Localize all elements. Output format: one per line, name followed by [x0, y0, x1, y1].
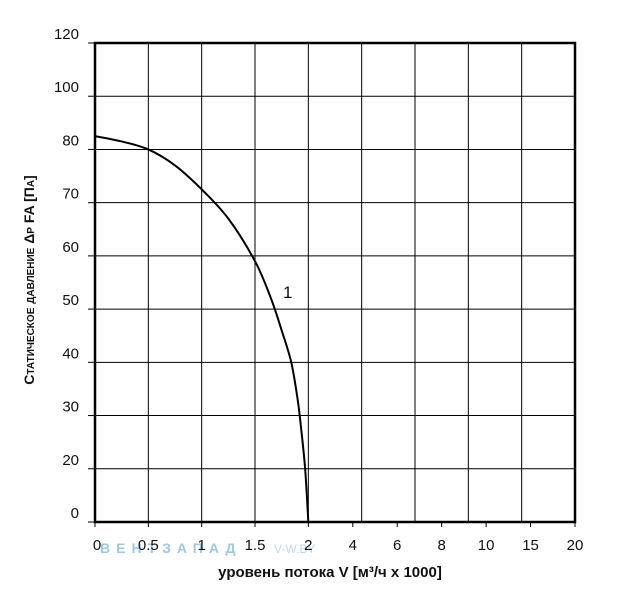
x-tick-label: 0	[93, 537, 101, 554]
x-tick-label: 2	[304, 537, 312, 554]
x-tick-label: 8	[437, 537, 445, 554]
y-tick-label: 100	[54, 79, 79, 96]
y-tick-label: 50	[62, 292, 79, 309]
y-tick-label: 70	[62, 186, 79, 203]
series-label: 1	[283, 283, 292, 302]
x-tick-label: 15	[522, 537, 539, 554]
y-tick-label: 30	[62, 399, 79, 416]
x-tick-label: 20	[567, 537, 584, 554]
x-axis-label: уровень потока V [м³/ч x 1000]	[218, 564, 442, 581]
x-tick-label: 1.5	[245, 537, 266, 554]
line-series	[94, 135, 310, 523]
x-tick-label: 4	[349, 537, 357, 554]
x-tick-label: 6	[393, 537, 401, 554]
x-tick-label: 10	[478, 537, 495, 554]
watermark: V-W.BY	[274, 542, 315, 556]
y-tick-label: 80	[62, 132, 79, 149]
y-tick-label: 40	[62, 345, 79, 362]
y-tick-label: 60	[62, 239, 79, 256]
y-tick-label: 120	[54, 26, 79, 43]
y-tick-label: 20	[62, 452, 79, 469]
watermark: ВЕНТЗАПАД	[100, 540, 241, 556]
x-tick-label: 1	[197, 537, 205, 554]
plot-frame	[93, 41, 577, 524]
y-tick-label: 0	[71, 505, 79, 522]
x-tick-label: 0.5	[138, 537, 159, 554]
y-axis-label: Статическое давление Δр FA [Па]	[21, 175, 37, 384]
